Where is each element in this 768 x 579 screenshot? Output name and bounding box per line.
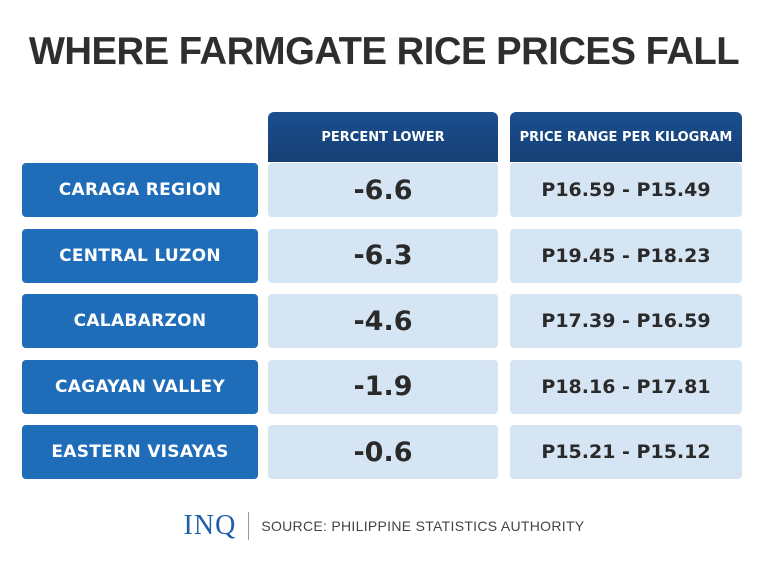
source: SOURCE: PHILIPPINE STATISTICS AUTHORITY — [261, 518, 585, 534]
percent-cell: -1.9 — [268, 359, 498, 414]
price-cell: P15.21 - P15.12 — [510, 425, 742, 479]
column-header: PRICE RANGE PER KILOGRAM — [510, 112, 742, 162]
column-header: PERCENT LOWER — [268, 112, 498, 162]
percent-cell: -4.6 — [268, 294, 498, 348]
logo: INQ — [183, 510, 237, 541]
title: WHERE FARMGATE RICE PRICES FALL — [28, 30, 740, 73]
percent-cell: -0.6 — [268, 425, 498, 479]
price-cell: P17.39 - P16.59 — [510, 294, 742, 348]
region-cell: EASTERN VISAYAS — [22, 425, 258, 479]
region-cell: CALABARZON — [22, 294, 258, 348]
price-cell: P16.59 - P15.49 — [510, 163, 742, 217]
percent-cell: -6.3 — [268, 228, 498, 283]
price-cell: P18.16 - P17.81 — [510, 359, 742, 414]
price-cell: P19.45 - P18.23 — [510, 228, 742, 283]
region-cell: CENTRAL LUZON — [22, 228, 258, 283]
footer: INQ SOURCE: PHILIPPINE STATISTICS AUTHOR… — [0, 510, 768, 542]
region-cell: CAGAYAN VALLEY — [22, 359, 258, 414]
region-cell: CARAGA REGION — [22, 163, 258, 217]
percent-cell: -6.6 — [268, 163, 498, 217]
divider — [248, 512, 250, 540]
